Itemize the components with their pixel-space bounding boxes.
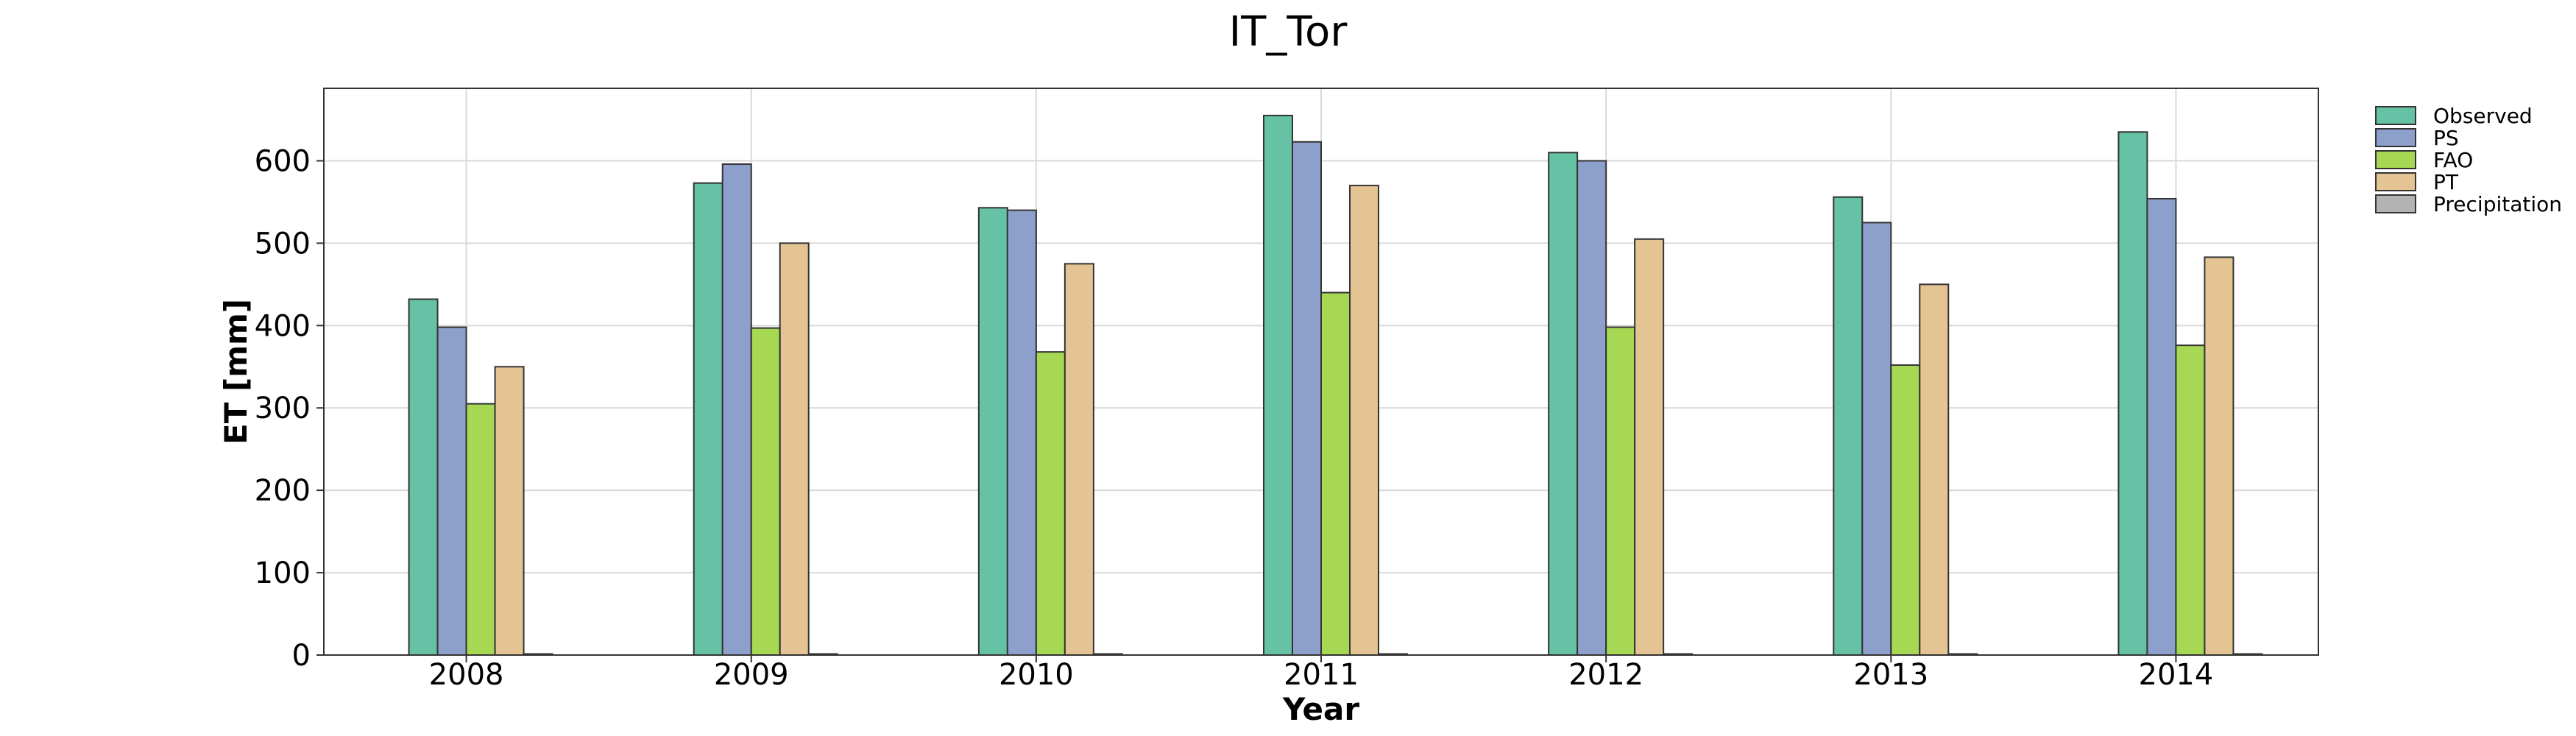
x-tick-label: 2014 [2139,658,2214,692]
legend-label-ps: PS [2433,126,2459,150]
bar-fao-2008 [465,403,496,656]
bar-ps-2008 [436,326,467,656]
bar-observed-2012 [1548,152,1579,656]
bar-pt-2014 [2204,256,2234,656]
bar-fao-2009 [750,327,781,656]
x-tick-label: 2012 [1568,658,1643,692]
x-axis-ticks: 2008 2009 2010 2011 2012 2013 2014 [429,655,2214,692]
x-tick-label: 2011 [1284,658,1359,692]
bar-fao-2010 [1035,351,1066,656]
y-tick-label: 400 [255,309,311,343]
legend-swatch-ps [2375,128,2416,147]
x-tick-label: 2009 [714,658,789,692]
bar-pt-2011 [1349,185,1379,656]
bar-observed-2010 [977,207,1008,656]
bar-ps-2009 [721,163,752,657]
bar-observed-2009 [693,182,723,656]
bar-ps-2014 [2146,197,2177,656]
bar-observed-2008 [408,298,439,656]
legend-label-observed: Observed [2433,104,2533,128]
legend-label-fao: FAO [2433,148,2473,172]
bar-ps-2012 [1577,160,1607,657]
bar-fao-2011 [1320,291,1351,656]
chart-title: IT_Tor [1229,8,1348,56]
x-axis-label: Year [1282,691,1359,727]
bar-ps-2010 [1006,209,1037,656]
bar-observed-2011 [1263,114,1293,656]
legend-swatch-observed [2375,106,2416,125]
bar-pt-2009 [779,242,810,656]
y-tick-label: 100 [255,556,311,590]
bar-ps-2011 [1292,141,1322,657]
bar-fao-2012 [1605,326,1636,656]
bar-pt-2008 [494,366,525,656]
bar-ps-2013 [1861,222,1892,657]
bar-pt-2010 [1064,263,1094,656]
legend-swatch-precipitation [2375,194,2416,213]
y-tick-label: 300 [255,392,311,425]
y-tick-label: 200 [255,474,311,508]
legend-swatch-fao [2375,150,2416,169]
legend-swatch-pt [2375,172,2416,191]
bar-fao-2013 [1890,364,1921,656]
y-tick-label: 0 [292,639,311,673]
bar-fao-2014 [2175,344,2206,656]
x-tick-label: 2008 [429,658,504,692]
bars [408,114,2263,657]
y-axis-ticks: 0 100 200 300 400 500 600 [255,144,324,673]
y-tick-label: 600 [255,144,311,178]
bar-observed-2013 [1833,196,1864,656]
bar-observed-2014 [2117,131,2148,657]
bar-pt-2012 [1634,238,1665,656]
legend-label-precipitation: Precipitation [2433,192,2562,216]
y-axis-label: ET [mm] [218,299,254,445]
bar-pt-2013 [1919,283,1950,656]
x-tick-label: 2010 [999,658,1074,692]
legend-label-pt: PT [2433,170,2459,194]
x-tick-label: 2013 [1853,658,1928,692]
y-tick-label: 500 [255,227,311,261]
